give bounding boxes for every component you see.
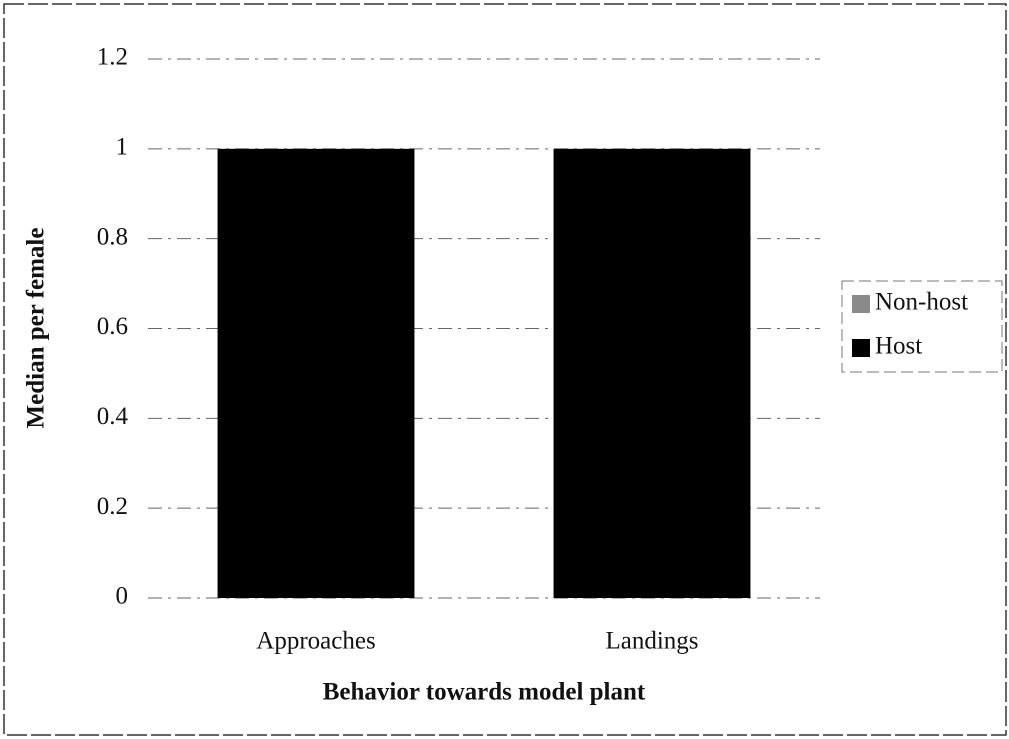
x-tick-label: Approaches xyxy=(256,628,375,655)
x-axis-title: Behavior towards model plant xyxy=(323,679,646,706)
bar xyxy=(553,148,751,599)
chart-border xyxy=(3,3,1007,736)
y-tick-label: 0.2 xyxy=(97,493,128,520)
y-tick-label: 0.4 xyxy=(97,403,129,430)
y-axis-title: Median per female xyxy=(23,228,50,429)
legend-swatch xyxy=(852,295,870,313)
legend-label: Host xyxy=(875,333,922,360)
y-tick-label: 1.2 xyxy=(97,44,128,71)
legend-label: Non-host xyxy=(875,289,968,316)
y-tick-label: 1 xyxy=(116,134,129,161)
bar xyxy=(217,148,415,599)
y-tick-label: 0 xyxy=(116,583,129,610)
x-tick-label: Landings xyxy=(605,628,698,655)
y-tick-label: 0.8 xyxy=(97,223,128,250)
legend-box xyxy=(841,280,1003,373)
y-tick-label: 0.6 xyxy=(97,313,128,340)
legend-swatch xyxy=(852,339,870,357)
